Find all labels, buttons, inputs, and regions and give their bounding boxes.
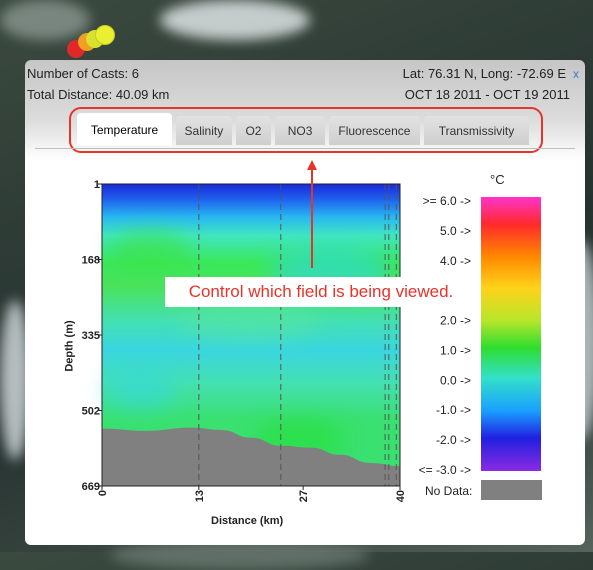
colorbar-unit: °C xyxy=(490,172,505,187)
tab-transmissivity[interactable]: Transmissivity xyxy=(423,116,529,145)
close-button[interactable]: x xyxy=(573,67,579,81)
x-axis-label: Distance (km) xyxy=(211,515,284,527)
ice-patch xyxy=(160,0,310,40)
no-data-label: No Data: xyxy=(425,484,473,498)
tab-fluorescence[interactable]: Fluorescence xyxy=(328,116,420,145)
tab-o2[interactable]: O2 xyxy=(235,116,272,145)
divider xyxy=(35,148,575,149)
tab-temperature[interactable]: Temperature xyxy=(77,113,173,146)
casts-count: Number of Casts: 6 xyxy=(27,66,139,81)
total-distance: Total Distance: 40.09 km xyxy=(27,87,170,102)
land-patch xyxy=(0,0,90,40)
cast-marker[interactable] xyxy=(95,25,115,45)
date-range: OCT 18 2011 - OCT 19 2011 xyxy=(404,87,570,102)
lat-long: Lat: 76.31 N, Long: -72.69 E xyxy=(402,66,566,81)
tab-salinity[interactable]: Salinity xyxy=(176,116,232,145)
y-axis-label: Depth (m) xyxy=(63,320,76,372)
field-tabs: Temperature Salinity O2 NO3 Fluorescence… xyxy=(77,113,529,146)
annotation-callout: Control which field is being viewed. xyxy=(165,277,477,307)
tab-no3[interactable]: NO3 xyxy=(275,116,325,145)
tab-highlight-box xyxy=(69,107,543,153)
